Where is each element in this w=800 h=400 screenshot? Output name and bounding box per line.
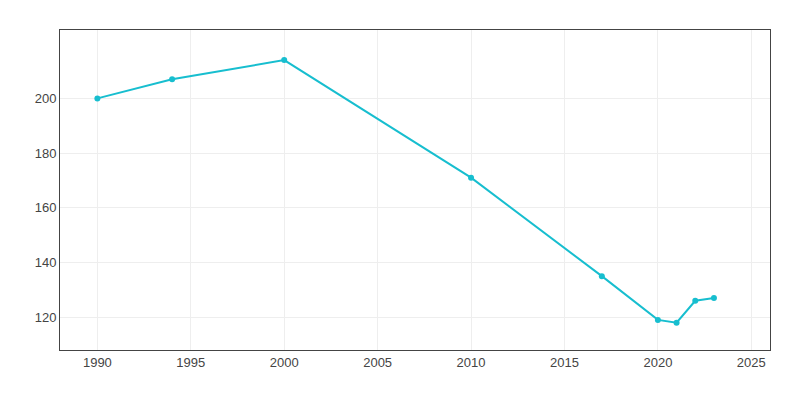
- svg-text:120: 120: [35, 310, 57, 325]
- svg-text:1995: 1995: [176, 355, 205, 370]
- svg-text:2000: 2000: [270, 355, 299, 370]
- svg-text:2020: 2020: [643, 355, 672, 370]
- svg-text:2005: 2005: [363, 355, 392, 370]
- svg-text:140: 140: [35, 255, 57, 270]
- svg-text:1990: 1990: [83, 355, 112, 370]
- svg-text:200: 200: [35, 91, 57, 106]
- svg-text:2010: 2010: [457, 355, 486, 370]
- svg-text:2015: 2015: [550, 355, 579, 370]
- svg-text:2025: 2025: [737, 355, 766, 370]
- svg-text:180: 180: [35, 146, 57, 161]
- svg-text:160: 160: [35, 200, 57, 215]
